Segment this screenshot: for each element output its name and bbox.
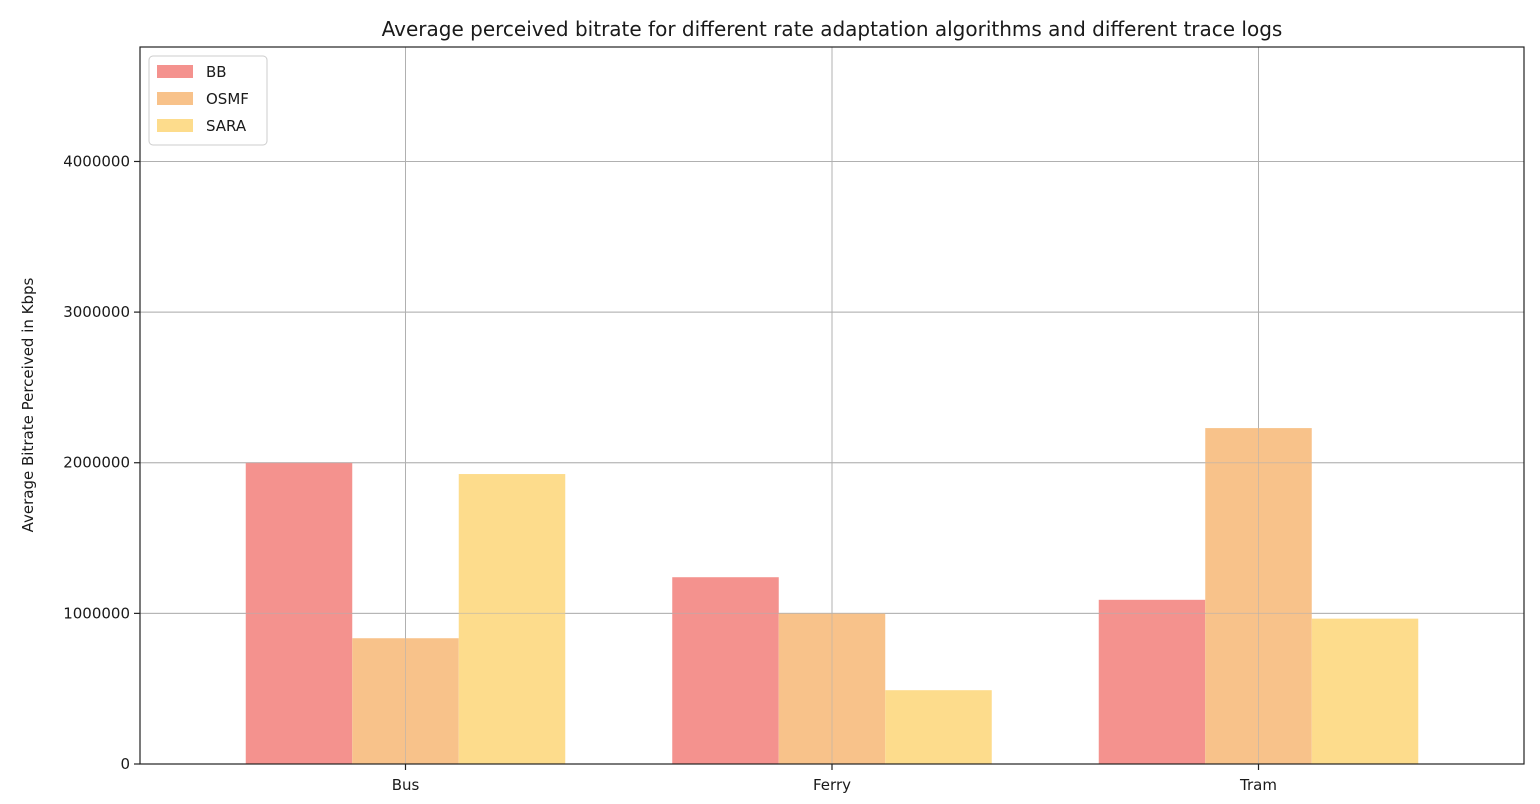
bar-sara-bus <box>458 474 566 764</box>
legend-swatch-sara <box>157 119 193 132</box>
bar-sara-tram <box>1311 618 1419 764</box>
x-tick-label: Tram <box>1239 776 1277 794</box>
x-tick-label: Ferry <box>813 776 851 794</box>
legend-label-bb: BB <box>206 63 227 81</box>
x-tick-label: Bus <box>392 776 420 794</box>
legend: BB OSMF SARA <box>148 55 268 146</box>
legend-label-sara: SARA <box>206 117 247 135</box>
y-tick-label: 4000000 <box>63 152 130 170</box>
y-tick-label: 1000000 <box>63 604 130 622</box>
legend-label-osmf: OSMF <box>206 90 249 108</box>
legend-swatch-bb <box>157 65 193 78</box>
legend-swatch-osmf <box>157 92 193 105</box>
bar-sara-ferry <box>885 690 992 764</box>
bar-bb-tram <box>1098 599 1206 764</box>
y-axis-label: Average Bitrate Perceived in Kbps <box>19 277 37 532</box>
y-tick-label: 3000000 <box>63 303 130 321</box>
y-tick-label: 2000000 <box>63 454 130 472</box>
bars <box>140 47 1524 764</box>
chart-title: Average perceived bitrate for different … <box>382 17 1283 41</box>
bar-bb-ferry <box>672 577 779 764</box>
axes: 0 1000000 2000000 3000000 4000000 Bus Ferry Tra… <box>63 46 1525 794</box>
y-tick-label: 0 <box>120 755 130 773</box>
